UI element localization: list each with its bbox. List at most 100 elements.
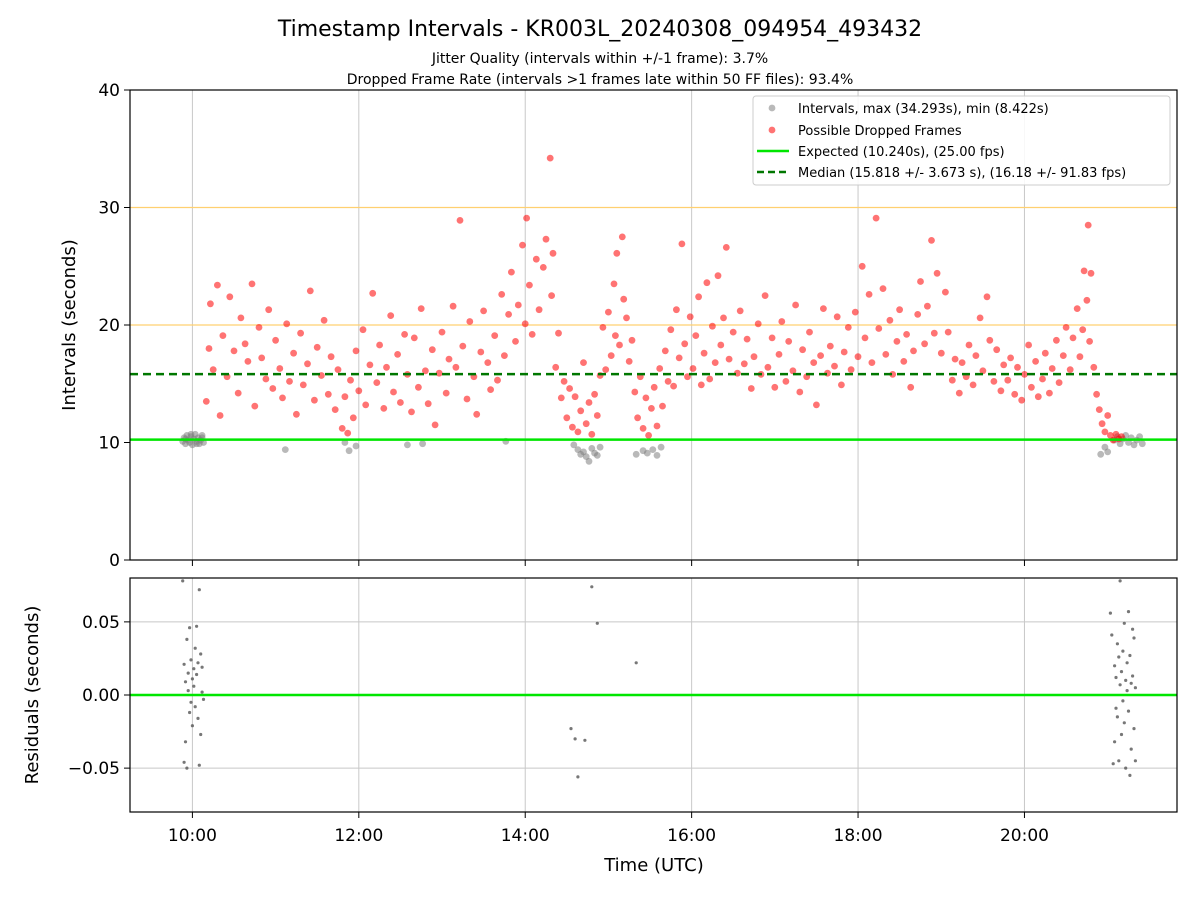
dropped-frame-point xyxy=(667,326,675,334)
top-ylabel: Intervals (seconds) xyxy=(59,239,80,411)
dropped-frame-point xyxy=(725,355,733,363)
bottom-ylabel: Residuals (seconds) xyxy=(22,606,43,785)
dropped-frame-point xyxy=(209,366,217,373)
residual-point xyxy=(190,724,194,728)
residual-point xyxy=(185,766,189,770)
dropped-frame-point xyxy=(401,331,408,338)
dropped-frame-point xyxy=(1093,390,1100,398)
dropped-frame-point xyxy=(341,393,349,401)
dropped-frame-point xyxy=(1055,379,1063,386)
dropped-frame-point xyxy=(903,331,910,338)
residual-point xyxy=(1115,642,1119,646)
dropped-frame-point xyxy=(747,385,755,392)
residual-point xyxy=(1117,655,1121,659)
residual-point xyxy=(576,775,580,779)
dropped-frame-point xyxy=(577,407,585,415)
dropped-frame-point xyxy=(792,301,799,309)
dropped-frame-point xyxy=(1083,296,1091,304)
interval-point xyxy=(1136,433,1143,440)
interval-point xyxy=(585,457,593,465)
dropped-frame-point xyxy=(1062,324,1070,331)
dropped-frame-point xyxy=(623,314,630,322)
dropped-frame-point xyxy=(838,381,845,389)
residual-point xyxy=(1108,611,1112,615)
dropped-frame-point xyxy=(729,328,737,336)
dropped-frame-point xyxy=(785,338,793,345)
dropped-frame-point xyxy=(512,338,519,345)
dropped-frame-point xyxy=(214,281,221,289)
interval-point xyxy=(593,452,601,459)
legend-marker-dropped xyxy=(768,126,776,134)
dropped-frame-point xyxy=(352,347,360,355)
residual-point xyxy=(1133,686,1137,690)
dropped-frame-point xyxy=(826,342,834,350)
residual-point xyxy=(1125,689,1129,693)
dropped-frame-point xyxy=(415,383,422,391)
residual-point xyxy=(1124,766,1128,770)
dropped-frame-point xyxy=(445,355,453,363)
dropped-frame-point xyxy=(717,341,725,349)
dropped-frame-point xyxy=(976,314,984,322)
dropped-frame-point xyxy=(237,314,245,322)
dropped-frame-point xyxy=(1053,336,1060,344)
dropped-frame-point xyxy=(907,383,915,391)
y-tick-label: 40 xyxy=(98,81,120,101)
residual-point xyxy=(182,760,186,764)
dropped-frame-point xyxy=(650,383,658,391)
dropped-frame-point xyxy=(456,217,464,224)
dropped-frame-point xyxy=(549,249,557,257)
residual-point xyxy=(199,732,203,737)
dropped-frame-point xyxy=(886,316,894,324)
dropped-frame-point xyxy=(910,347,917,355)
dropped-frame-point xyxy=(1080,267,1088,275)
residual-point xyxy=(1121,699,1125,703)
dropped-frame-point xyxy=(1069,334,1077,342)
interval-point xyxy=(345,447,353,455)
dropped-frame-point xyxy=(782,378,790,385)
dropped-frame-point xyxy=(607,352,615,359)
dropped-frame-point xyxy=(944,328,952,336)
dropped-frame-point xyxy=(686,313,694,321)
dropped-frame-point xyxy=(320,316,328,324)
dropped-frame-point xyxy=(1048,365,1056,372)
dropped-frame-point xyxy=(265,306,273,314)
dropped-frame-point xyxy=(539,264,547,271)
dropped-frame-point xyxy=(313,343,321,351)
dropped-frame-point xyxy=(438,328,446,336)
dropped-frame-point xyxy=(875,325,883,332)
legend-label-expected: Expected (10.240s), (25.00 fps) xyxy=(798,145,1005,160)
interval-point xyxy=(281,446,289,453)
interval-point xyxy=(419,440,426,448)
legend-label-dropped: Possible Dropped Frames xyxy=(798,124,962,139)
dropped-frame-point xyxy=(847,366,855,373)
dropped-frame-point xyxy=(840,348,848,356)
residual-point xyxy=(1119,670,1124,674)
dropped-frame-point xyxy=(740,360,748,368)
dropped-frame-point xyxy=(664,378,672,385)
dropped-frame-point xyxy=(648,405,655,412)
dropped-frame-point xyxy=(1101,428,1109,436)
dropped-frame-point xyxy=(466,318,474,325)
dropped-frame-point xyxy=(505,311,512,318)
dropped-frame-point xyxy=(1007,354,1014,362)
residual-point xyxy=(183,740,188,744)
residual-point xyxy=(1131,627,1135,631)
dropped-frame-point xyxy=(566,385,573,392)
x-tick-label: 14:00 xyxy=(501,826,550,846)
residual-point xyxy=(634,661,638,665)
dropped-frame-point xyxy=(283,320,291,328)
residual-point xyxy=(189,700,193,704)
dropped-frame-point xyxy=(854,353,862,361)
dropped-frame-point xyxy=(349,414,357,422)
dropped-frame-point xyxy=(937,349,945,357)
dropped-frame-point xyxy=(844,324,852,331)
dropped-frame-point xyxy=(817,352,824,359)
dropped-frame-point xyxy=(628,336,636,344)
dropped-frame-point xyxy=(997,387,1005,395)
dropped-frame-point xyxy=(914,311,922,318)
residual-point xyxy=(1126,709,1131,713)
dropped-frame-point xyxy=(761,292,769,299)
dropped-frame-point xyxy=(700,349,708,357)
dropped-frame-point xyxy=(695,293,702,301)
dropped-frame-point xyxy=(833,313,841,321)
